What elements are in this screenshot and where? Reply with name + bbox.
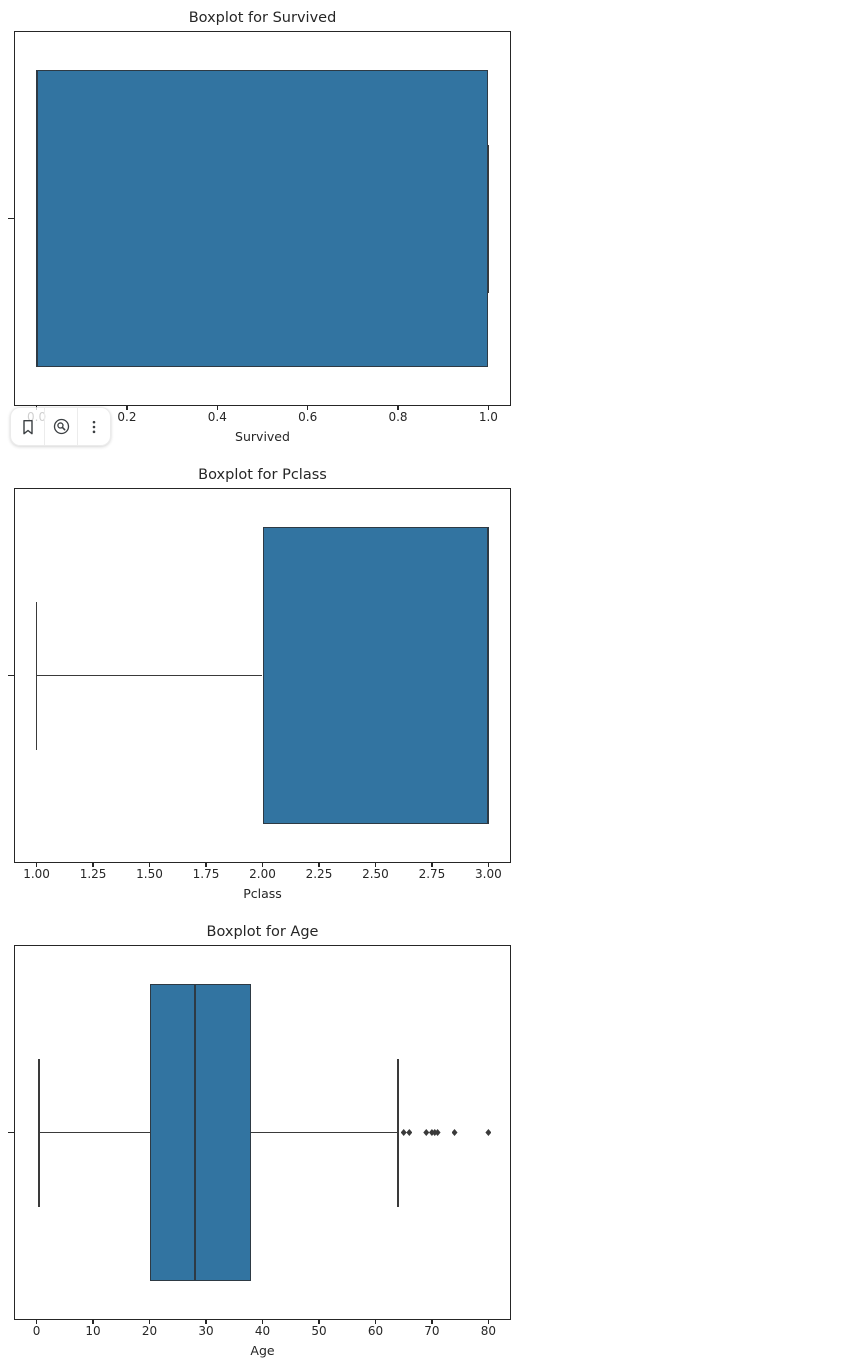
y-tick <box>8 674 14 677</box>
outlier-marker <box>400 1129 407 1136</box>
x-tick-label: 2.50 <box>362 867 389 881</box>
whisker <box>38 1131 151 1134</box>
x-tick-label: 2.75 <box>418 867 446 881</box>
outlier-marker <box>406 1129 413 1136</box>
x-tick-label: 1.0 <box>478 410 498 424</box>
x-tick <box>216 406 218 410</box>
median-line <box>487 527 490 824</box>
x-tick <box>205 1320 207 1324</box>
box <box>262 527 489 824</box>
x-axis-label: Age <box>250 1343 275 1358</box>
chart-title: Boxplot for Survived <box>188 10 337 26</box>
x-tick <box>397 406 399 410</box>
x-tick <box>318 1320 320 1324</box>
axes-frame <box>14 488 511 863</box>
output-toolbar <box>10 407 111 446</box>
x-axis-label: Survived <box>235 429 290 444</box>
whisker-cap <box>38 1058 40 1207</box>
x-axis-label: Pclass <box>243 886 282 901</box>
x-tick-label: 60 <box>367 1324 384 1338</box>
outlier-marker <box>423 1129 430 1136</box>
x-tick <box>35 1320 38 1324</box>
outlier-marker <box>451 1129 458 1136</box>
bookmark-icon <box>22 419 33 434</box>
y-tick <box>8 217 14 220</box>
median-line <box>193 984 196 1281</box>
x-tick-label: 0 <box>32 1324 41 1338</box>
x-tick-label: 20 <box>141 1324 158 1338</box>
x-tick <box>487 863 489 867</box>
x-tick-label: 1.25 <box>79 867 107 881</box>
x-tick <box>374 863 377 867</box>
x-tick <box>35 863 38 867</box>
x-tick-label: 0.6 <box>298 410 318 424</box>
x-tick <box>92 1320 94 1324</box>
x-tick-label: 0.8 <box>388 410 408 424</box>
lens-search-button[interactable] <box>44 408 77 445</box>
x-tick <box>487 1320 489 1324</box>
x-tick-label: 30 <box>198 1324 214 1338</box>
x-tick-label: 1.50 <box>136 867 163 881</box>
x-tick <box>261 1320 264 1324</box>
kebab-menu-icon <box>92 420 96 433</box>
chart-title: Boxplot for Pclass <box>198 467 327 483</box>
x-tick-label: 40 <box>254 1324 271 1338</box>
lens-search-icon <box>53 418 69 435</box>
outlier-marker <box>485 1129 492 1136</box>
x-tick <box>307 406 309 410</box>
x-tick <box>261 863 264 867</box>
more-options-button[interactable] <box>77 408 110 445</box>
axes-frame <box>14 31 511 406</box>
x-tick-label: 50 <box>311 1324 327 1338</box>
whisker <box>251 1131 399 1134</box>
median-line <box>35 70 38 367</box>
x-tick-label: 2.00 <box>249 867 276 881</box>
x-tick-label: 1.00 <box>23 867 50 881</box>
box <box>150 984 252 1281</box>
x-tick-label: 0.2 <box>117 410 137 424</box>
bookmark-button[interactable] <box>11 408 44 445</box>
x-tick <box>487 406 489 410</box>
x-tick-label: 2.25 <box>305 867 333 881</box>
outlier-marker <box>434 1129 441 1136</box>
chart-title: Boxplot for Age <box>206 924 319 940</box>
x-tick <box>318 863 320 867</box>
x-tick-label: 80 <box>480 1324 497 1338</box>
whisker-cap <box>487 144 490 293</box>
x-tick <box>205 863 207 867</box>
x-tick-label: 10 <box>85 1324 101 1338</box>
y-tick <box>8 1131 14 1134</box>
x-tick <box>374 1320 377 1324</box>
axes-frame <box>14 945 511 1320</box>
whisker-cap <box>397 1058 399 1207</box>
x-tick-label: 70 <box>424 1324 440 1338</box>
x-tick <box>431 1320 433 1324</box>
x-tick <box>148 1320 151 1324</box>
whisker-cap <box>35 601 38 750</box>
whisker <box>36 674 263 677</box>
x-tick-label: 3.00 <box>475 867 502 881</box>
x-tick <box>431 863 433 867</box>
x-tick <box>92 863 94 867</box>
x-tick <box>126 406 128 410</box>
x-tick <box>148 863 151 867</box>
x-tick-label: 1.75 <box>192 867 220 881</box>
box <box>36 70 489 367</box>
x-tick-label: 0.4 <box>207 410 227 424</box>
